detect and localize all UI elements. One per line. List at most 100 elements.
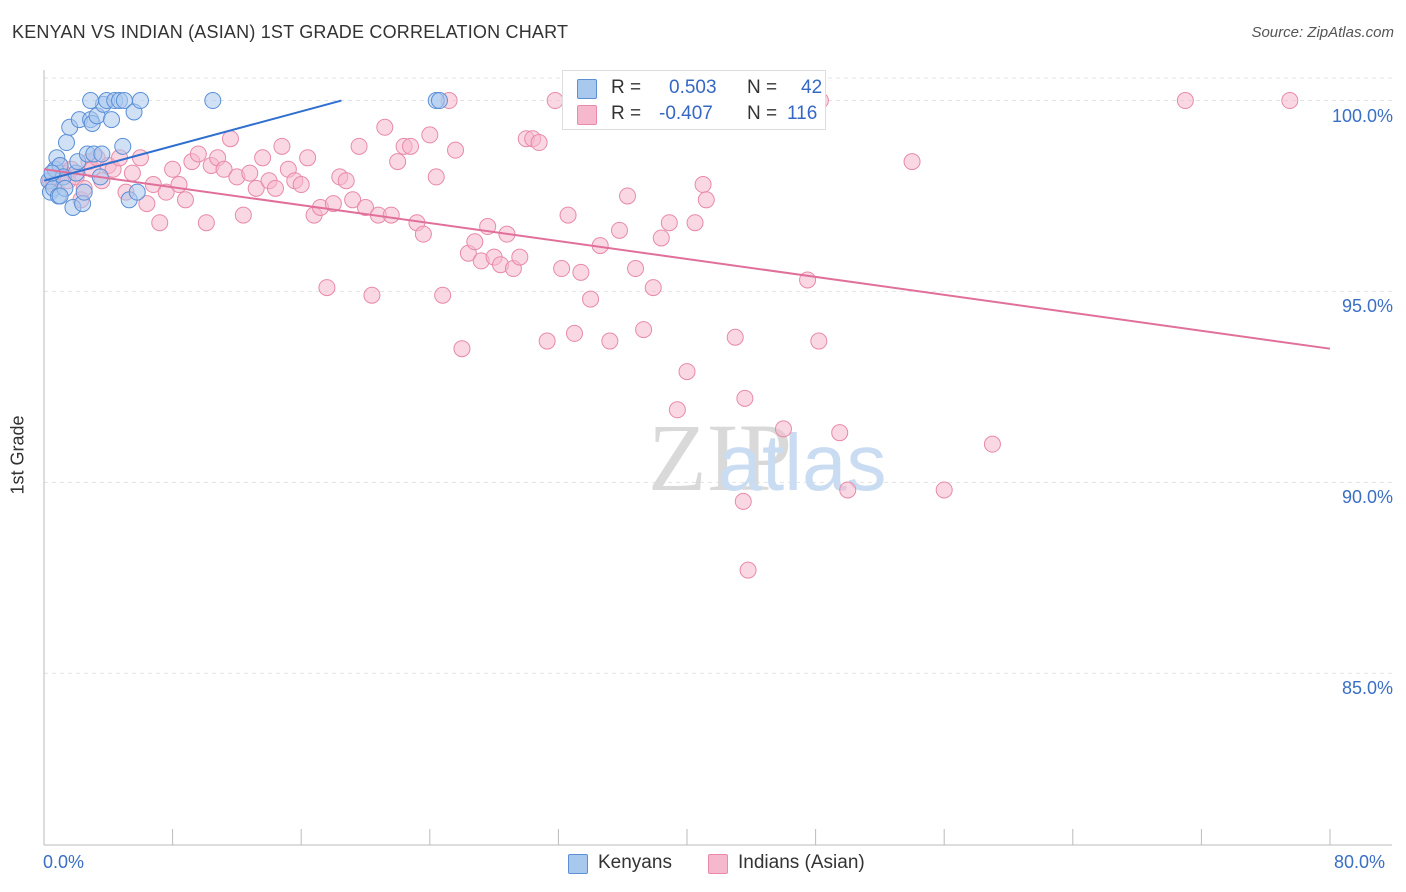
legend-swatch-kenyans bbox=[568, 854, 588, 874]
indian-point bbox=[734, 492, 752, 510]
legend-swatch-indians bbox=[577, 105, 597, 125]
indian-point bbox=[582, 290, 600, 308]
indian-point bbox=[382, 206, 400, 224]
legend-swatch-indians bbox=[708, 854, 728, 874]
legend-r-value: 0.503 bbox=[669, 77, 717, 98]
kenyan-point bbox=[103, 111, 121, 129]
y-tick-label: 85.0% bbox=[1341, 678, 1393, 699]
indian-point bbox=[376, 118, 394, 136]
indian-point bbox=[447, 141, 465, 159]
indian-point bbox=[337, 172, 355, 190]
y-tick-label: 100.0% bbox=[1331, 105, 1393, 126]
indian-point bbox=[427, 168, 445, 186]
indian-point bbox=[619, 187, 637, 205]
kenyan-point bbox=[204, 92, 222, 110]
kenyan-point bbox=[430, 92, 448, 110]
indian-point bbox=[363, 286, 381, 304]
indian-point bbox=[935, 481, 953, 499]
kenyan-point bbox=[58, 134, 76, 152]
indian-point bbox=[299, 149, 317, 167]
kenyan-point bbox=[114, 137, 132, 155]
indian-point bbox=[530, 134, 548, 152]
indian-point bbox=[686, 214, 704, 232]
indian-point bbox=[247, 179, 265, 197]
legend-r-label: R = bbox=[611, 77, 642, 98]
indian-point bbox=[610, 221, 628, 239]
legend-swatch-kenyans bbox=[577, 79, 597, 99]
indian-point bbox=[831, 424, 849, 442]
indian-point bbox=[810, 332, 828, 350]
indian-point bbox=[197, 214, 215, 232]
series-indians-points bbox=[41, 92, 1299, 579]
legend-n-value: 42 bbox=[801, 77, 823, 98]
trend-line-indians bbox=[43, 168, 1331, 350]
indian-point bbox=[254, 149, 272, 167]
indian-point bbox=[553, 260, 571, 278]
indian-point bbox=[983, 435, 1001, 453]
indian-point bbox=[318, 279, 336, 297]
indian-point bbox=[546, 92, 564, 110]
chart-title: KENYAN VS INDIAN (ASIAN) 1ST GRADE CORRE… bbox=[12, 22, 569, 42]
indian-point bbox=[157, 183, 175, 201]
indian-point bbox=[678, 363, 696, 381]
indian-point bbox=[241, 164, 259, 182]
indian-point bbox=[736, 389, 754, 407]
indian-point bbox=[565, 324, 583, 342]
indian-point bbox=[644, 279, 662, 297]
kenyan-point bbox=[128, 183, 146, 201]
indian-point bbox=[234, 206, 252, 224]
indian-point bbox=[421, 126, 439, 144]
indian-point bbox=[324, 195, 342, 213]
watermark-atlas: atlas bbox=[718, 418, 887, 507]
indian-point bbox=[123, 164, 141, 182]
indian-point bbox=[221, 130, 239, 148]
indian-point bbox=[668, 401, 686, 419]
indian-point bbox=[559, 206, 577, 224]
indian-point bbox=[1176, 92, 1194, 110]
indian-point bbox=[170, 176, 188, 194]
kenyan-point bbox=[75, 183, 93, 201]
indian-point bbox=[511, 248, 529, 266]
indian-point bbox=[903, 153, 921, 171]
indian-point bbox=[739, 561, 757, 579]
indian-point bbox=[453, 340, 471, 358]
indian-point bbox=[774, 420, 792, 438]
kenyan-point bbox=[131, 92, 149, 110]
trend-line-kenyans bbox=[43, 99, 342, 182]
y-tick-label: 95.0% bbox=[1341, 296, 1393, 317]
legend-n-label: N = bbox=[747, 103, 778, 124]
indian-point bbox=[839, 481, 857, 499]
kenyan-point bbox=[51, 187, 69, 205]
series-kenyans-points bbox=[40, 92, 448, 216]
kenyan-point bbox=[93, 145, 111, 163]
indian-point bbox=[572, 263, 590, 281]
correlation-legend: R = 0.503 N = 42 R = -0.407 N = 116 bbox=[562, 70, 826, 130]
indian-point bbox=[434, 286, 452, 304]
indian-point bbox=[1281, 92, 1299, 110]
trend-lines bbox=[43, 99, 1331, 350]
indian-point bbox=[389, 153, 407, 171]
indian-point bbox=[138, 195, 156, 213]
indian-point bbox=[215, 160, 233, 178]
axes bbox=[43, 70, 1392, 846]
x-tick-label-max: 80.0% bbox=[1334, 852, 1386, 872]
indian-point bbox=[357, 198, 374, 216]
indian-point bbox=[176, 191, 194, 209]
indian-point bbox=[151, 214, 169, 232]
legend-label-indians: Indians (Asian) bbox=[738, 852, 865, 873]
indian-point bbox=[266, 179, 284, 197]
indian-point bbox=[694, 176, 712, 194]
source-credit: Source: ZipAtlas.com bbox=[1251, 24, 1394, 41]
watermark-zip: ZIP bbox=[648, 404, 792, 511]
indian-point bbox=[414, 225, 432, 243]
indian-point bbox=[697, 191, 715, 209]
indian-point bbox=[726, 328, 744, 346]
indian-point bbox=[627, 260, 645, 278]
indian-point bbox=[601, 332, 619, 350]
indian-point bbox=[652, 229, 670, 247]
indian-point bbox=[292, 176, 310, 194]
legend-label-kenyans: Kenyans bbox=[598, 852, 672, 873]
indian-point bbox=[344, 191, 362, 209]
indian-point bbox=[164, 160, 182, 178]
